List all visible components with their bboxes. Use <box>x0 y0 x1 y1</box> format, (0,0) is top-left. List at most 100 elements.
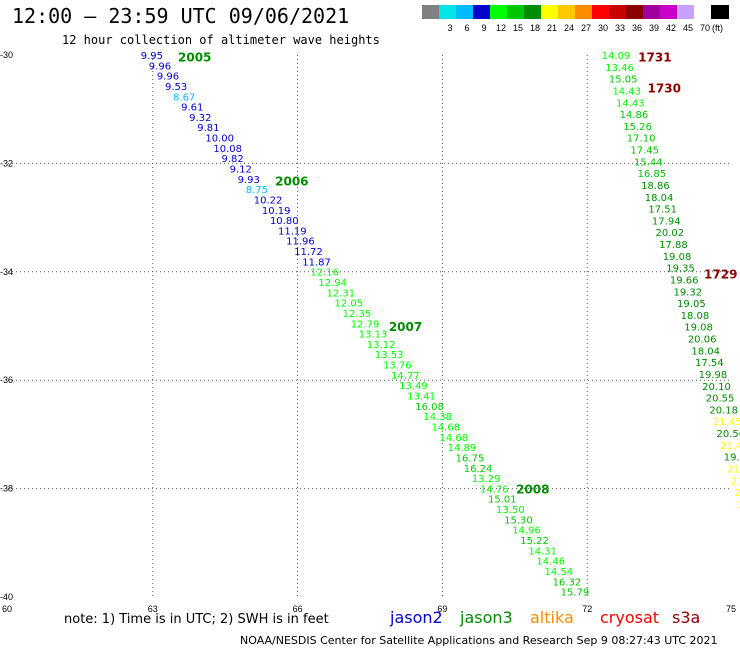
swh-value-label: 14.68 <box>440 433 469 444</box>
swh-value-label: 10.00 <box>205 134 234 145</box>
x-tick-label: 75 <box>726 604 736 614</box>
swh-value-label: 15.44 <box>634 157 663 168</box>
swh-value-label: 21.7 <box>731 476 740 487</box>
x-tick-label: 63 <box>148 604 158 614</box>
scale-swatch <box>643 5 661 19</box>
chart-subtitle: 12 hour collection of altimeter wave hei… <box>62 33 380 47</box>
scale-swatch <box>456 5 474 19</box>
swh-value-label: 9.93 <box>238 175 260 186</box>
scale-swatch <box>694 5 712 19</box>
scale-swatch <box>524 5 542 19</box>
scale-label: 9 <box>481 23 487 33</box>
mission-label-cryosat: cryosat <box>600 608 660 627</box>
swh-value-label: 19.32 <box>673 287 702 298</box>
swh-value-label: 14.46 <box>536 557 565 568</box>
mission-label-jason2: jason2 <box>390 608 443 627</box>
track-time-label: 1731 <box>638 51 671 65</box>
swh-value-label: 14.09 <box>602 51 631 62</box>
swh-value-label: 9.96 <box>149 61 171 72</box>
swh-value-label: 14.76 <box>480 484 509 495</box>
scale-swatch <box>626 5 644 19</box>
y-tick-label: -38 <box>0 484 13 494</box>
swh-value-label: 14.89 <box>448 443 477 454</box>
swh-value-label: 21.8 <box>727 464 740 475</box>
chart-title: 12:00 – 23:59 UTC 09/06/2021 <box>12 4 350 28</box>
swh-value-label: 9.32 <box>189 113 211 124</box>
swh-value-label: 9.95 <box>141 51 163 62</box>
swh-value-label: 19.08 <box>663 252 692 263</box>
swh-value-label: 20.55 <box>706 394 735 405</box>
scale-label: 3 <box>447 23 453 33</box>
swh-value-label: 11.72 <box>294 247 323 258</box>
scale-label: 70 <box>699 23 710 33</box>
swh-value-label: 14.43 <box>616 98 645 109</box>
swh-value-label: 12.79 <box>351 319 380 330</box>
swh-value-label: 10.19 <box>262 206 291 217</box>
track-time-label: 2006 <box>275 175 308 189</box>
x-tick-label: 66 <box>293 604 303 614</box>
swh-value-label: 17.45 <box>630 146 659 157</box>
swh-value-label: 13.76 <box>383 361 412 372</box>
y-tick-label: -40 <box>0 592 13 602</box>
swh-value-label: 15.30 <box>504 515 533 526</box>
swh-value-label: 16.24 <box>464 464 493 475</box>
track-time-label: 1730 <box>648 82 681 96</box>
swh-value-label: 10.08 <box>213 144 242 155</box>
swh-value-label: 21.45 <box>713 417 740 428</box>
swh-value-label: 11.87 <box>302 257 331 268</box>
swh-value-label: 16.75 <box>456 453 485 464</box>
swh-value-label: 19.96 <box>724 453 740 464</box>
swh-value-label: 14.86 <box>620 110 649 121</box>
swh-value-label: 17.51 <box>648 205 677 216</box>
mission-label-jason3: jason3 <box>460 608 513 627</box>
swh-value-label: 12.94 <box>318 278 347 289</box>
scale-swatch <box>490 5 508 19</box>
swh-value-label: 12.16 <box>310 268 339 279</box>
swh-value-label: 13.53 <box>375 350 404 361</box>
mission-label-altika: altika <box>530 608 574 627</box>
scale-label: 12 <box>495 23 506 33</box>
swh-value-label: 19.66 <box>670 275 699 286</box>
swh-value-label: 20.18 <box>709 405 738 416</box>
swh-value-label: 13.50 <box>496 505 525 516</box>
swh-value-label: 9.81 <box>197 123 219 134</box>
swh-value-label: 14.68 <box>431 422 460 433</box>
swh-value-label: 10.22 <box>254 195 283 206</box>
swh-value-label: 18.86 <box>641 181 670 192</box>
swh-value-label: 16.85 <box>638 169 667 180</box>
swh-value-label: 20.56 <box>717 429 740 440</box>
swh-value-label: 15.26 <box>623 122 652 133</box>
swh-value-label: 21 <box>738 500 740 511</box>
swh-value-label: 18.04 <box>645 193 674 204</box>
swh-value-label: 10.80 <box>270 216 299 227</box>
track-time-label: 1729 <box>704 267 737 281</box>
swh-value-label: 20.02 <box>656 228 685 239</box>
swh-value-label: 13.12 <box>367 340 396 351</box>
swh-value-label: 17.94 <box>652 216 681 227</box>
swh-value-label: 12.35 <box>343 309 372 320</box>
scale-label: 45 <box>682 23 693 33</box>
swh-value-label: 15.05 <box>609 75 638 86</box>
swh-value-label: 13.13 <box>359 330 388 341</box>
swh-value-label: 12.05 <box>335 299 364 310</box>
scale-label: 33 <box>614 23 625 33</box>
swh-value-label: 11.19 <box>278 226 307 237</box>
swh-value-label: 20.10 <box>702 382 731 393</box>
swh-value-label: 14.96 <box>512 526 541 537</box>
swh-value-label: 22.4 <box>734 488 740 499</box>
x-tick-label: 72 <box>582 604 592 614</box>
y-tick-label: -32 <box>0 158 13 168</box>
swh-value-label: 21.45 <box>720 441 740 452</box>
swh-value-label: 13.41 <box>407 392 436 403</box>
mission-label-s3a: s3a <box>672 608 701 627</box>
scale-label: 30 <box>597 23 608 33</box>
scale-label: 42 <box>665 23 676 33</box>
track-time-label: 2007 <box>389 320 422 334</box>
swh-value-label: 17.10 <box>627 134 656 145</box>
swh-value-label: 14.31 <box>528 546 557 557</box>
scale-label: 6 <box>464 23 470 33</box>
scale-swatch <box>711 5 729 19</box>
swh-value-label: 12.31 <box>326 288 355 299</box>
scale-swatch <box>558 5 576 19</box>
track-time-label: 2005 <box>178 51 211 65</box>
